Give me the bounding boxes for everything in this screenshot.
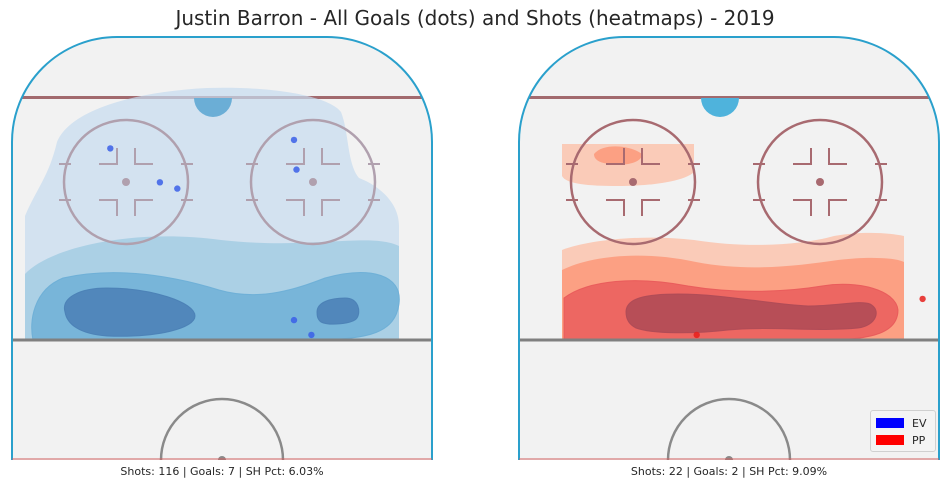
center-faceoff-circle bbox=[159, 397, 285, 460]
goal-markers-pp bbox=[693, 295, 926, 339]
rink-ev-panel bbox=[11, 36, 433, 460]
legend-label-ev: EV bbox=[912, 416, 927, 430]
legend-entry-pp: PP bbox=[876, 433, 925, 447]
center-faceoff-circle bbox=[666, 397, 792, 460]
legend-label-pp: PP bbox=[912, 433, 926, 447]
goal-marker-pp-1 bbox=[919, 295, 926, 303]
shot-heatmap-pp bbox=[562, 144, 904, 341]
shot-heatmap-ev bbox=[25, 87, 400, 341]
heatmap-level-2 bbox=[594, 146, 642, 165]
goal-marker-ev-5 bbox=[293, 166, 300, 173]
goal-marker-ev-4 bbox=[290, 136, 298, 144]
legend-entry-ev: EV bbox=[876, 416, 926, 430]
rink-boards bbox=[11, 36, 433, 460]
goal-marker-ev-2 bbox=[156, 179, 164, 186]
goal-crease bbox=[701, 98, 739, 117]
panel-caption-ev: Shots: 116 | Goals: 7 | SH Pct: 6.03% bbox=[120, 465, 324, 478]
faceoff-circle-left bbox=[59, 118, 193, 246]
goal-marker-pp-2 bbox=[693, 331, 700, 339]
faceoff-circle-right bbox=[753, 118, 887, 246]
goal-markers-ev bbox=[107, 136, 315, 339]
goal-marker-ev-3 bbox=[174, 185, 181, 192]
faceoff-circle-right bbox=[246, 118, 380, 246]
chart-title: Justin Barron - All Goals (dots) and Sho… bbox=[175, 6, 775, 30]
goal-marker-ev-6 bbox=[290, 316, 298, 324]
heatmap-level-4 bbox=[64, 287, 196, 337]
legend: EV PP bbox=[870, 410, 936, 452]
goal-marker-ev-7 bbox=[308, 331, 315, 339]
goal-marker-ev-1 bbox=[107, 145, 114, 152]
heatmap-level-4-lower bbox=[625, 293, 877, 334]
panel-caption-pp: Shots: 22 | Goals: 2 | SH Pct: 9.09% bbox=[630, 465, 828, 478]
rink-boards bbox=[518, 36, 940, 460]
legend-swatch-pp bbox=[876, 435, 904, 445]
goal-crease bbox=[194, 98, 232, 117]
faceoff-circle-left bbox=[566, 118, 700, 246]
rink-pp-panel bbox=[518, 36, 940, 460]
heatmap-level-4-secondary bbox=[316, 297, 360, 325]
legend-swatch-ev bbox=[876, 418, 904, 428]
